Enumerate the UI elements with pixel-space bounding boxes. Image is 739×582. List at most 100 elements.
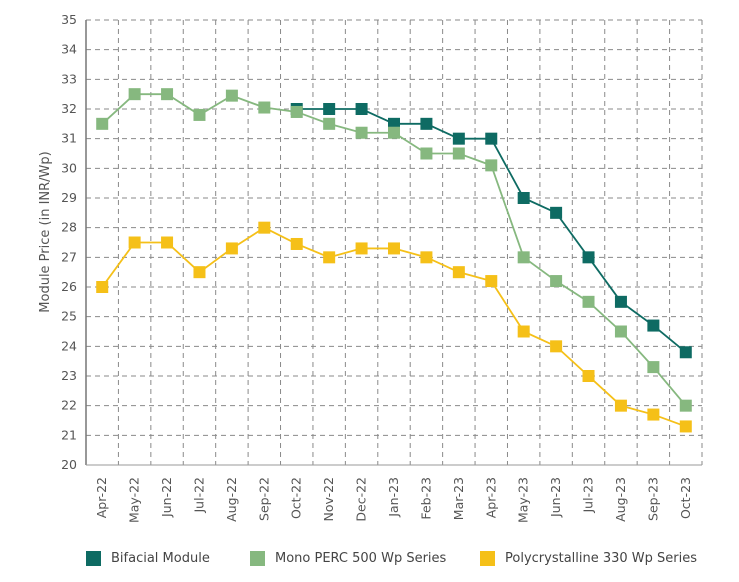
y-tick-label: 20 — [61, 457, 77, 472]
series-bifacial-module — [290, 103, 692, 359]
series-mono-perc-500-wp-series — [96, 88, 692, 412]
data-point-marker — [355, 103, 368, 115]
data-point-marker — [96, 117, 109, 130]
data-point-marker — [355, 126, 368, 139]
data-point-marker — [225, 242, 238, 255]
data-point-marker — [550, 340, 563, 353]
data-point-marker — [290, 105, 303, 118]
y-tick-label: 21 — [61, 427, 77, 442]
x-tick-label: Jun-22 — [159, 477, 174, 518]
data-point-marker — [485, 275, 498, 288]
y-tick-label: 26 — [61, 279, 77, 294]
x-tick-label: Aug-23 — [613, 477, 628, 522]
y-tick-label: 22 — [61, 398, 77, 413]
data-point-marker — [290, 237, 303, 250]
data-point-marker — [323, 117, 336, 130]
y-tick-label: 29 — [61, 190, 77, 205]
x-tick-label: Jul-22 — [191, 477, 206, 514]
data-point-marker — [550, 206, 563, 219]
y-tick-labels: 20 21 22 23 24 25 26 27 28 29 30 31 32 33 34 35 — [61, 12, 77, 472]
data-point-marker — [582, 251, 595, 264]
x-tick-label: Feb-23 — [418, 477, 433, 520]
data-point-marker — [614, 295, 627, 308]
x-tick-label: May-23 — [516, 477, 531, 523]
data-point-marker — [647, 319, 660, 332]
data-point-marker — [323, 103, 336, 115]
x-tick-label: Aug-22 — [224, 477, 239, 522]
data-point-marker — [193, 266, 206, 279]
x-tick-label: Apr-23 — [483, 477, 498, 518]
data-point-marker — [420, 147, 433, 160]
data-point-marker — [420, 251, 433, 264]
x-tick-label: Jul-23 — [581, 477, 596, 514]
y-tick-label: 28 — [61, 220, 77, 235]
y-tick-label: 34 — [61, 42, 77, 57]
x-tick-label: Dec-22 — [354, 477, 369, 522]
series-line — [296, 108, 687, 353]
legend-swatch — [480, 551, 495, 566]
x-tick-label: Mar-23 — [451, 477, 466, 520]
data-point-marker — [517, 251, 530, 264]
data-point-marker — [258, 221, 271, 234]
legend-label: Mono PERC 500 Wp Series — [275, 551, 447, 566]
legend-swatch — [86, 551, 101, 566]
data-point-marker — [128, 236, 141, 249]
x-tick-labels: Apr-22 May-22 Jun-22 Jul-22 Aug-22 Sep-22 Oct-… — [94, 477, 693, 523]
data-point-marker — [96, 281, 109, 293]
data-point-marker — [452, 266, 465, 279]
data-point-marker — [323, 251, 336, 264]
data-point-marker — [647, 408, 660, 421]
x-tick-label: Sep-23 — [645, 477, 660, 521]
data-point-marker — [679, 420, 692, 433]
x-tick-label: Nov-22 — [321, 477, 336, 521]
data-point-marker — [582, 370, 595, 382]
data-point-marker — [485, 159, 498, 172]
x-tick-label: Jun-23 — [548, 477, 563, 518]
legend-item-mono-perc: Mono PERC 500 Wp Series — [250, 551, 446, 566]
legend-swatch — [250, 551, 265, 566]
axes — [85, 20, 702, 466]
data-point-marker — [193, 108, 206, 121]
data-point-marker — [679, 346, 692, 359]
data-point-marker — [388, 242, 400, 255]
legend-label: Bifacial Module — [111, 551, 210, 566]
x-tick-label: Sep-22 — [256, 477, 271, 521]
x-tick-label: Apr-22 — [94, 477, 109, 518]
data-point-marker — [128, 88, 141, 101]
data-point-marker — [388, 126, 400, 139]
data-point-marker — [161, 236, 174, 249]
y-axis-label: Module Price (in INR/Wp) — [38, 151, 53, 312]
line-chart: 20 21 22 23 24 25 26 27 28 29 30 31 32 33 34 35 Apr-22 M… — [38, 12, 703, 523]
y-tick-label: 24 — [61, 338, 77, 353]
data-point-marker — [452, 147, 465, 160]
data-point-marker — [258, 101, 271, 114]
legend-label: Polycrystalline 330 Wp Series — [505, 551, 698, 566]
series-polycrystalline-330-wp-series — [96, 221, 692, 433]
y-tick-label: 35 — [61, 12, 77, 27]
legend-item-polycrystalline: Polycrystalline 330 Wp Series — [480, 551, 697, 566]
series-group — [96, 88, 692, 433]
data-point-marker — [517, 325, 530, 338]
y-tick-label: 27 — [61, 249, 77, 264]
data-point-marker — [679, 399, 692, 412]
data-point-marker — [614, 325, 627, 338]
legend-item-bifacial: Bifacial Module — [86, 551, 210, 566]
data-point-marker — [161, 88, 174, 101]
x-tick-label: Oct-22 — [289, 477, 304, 519]
data-point-marker — [485, 132, 498, 145]
y-tick-label: 33 — [61, 71, 77, 86]
y-tick-label: 23 — [61, 368, 77, 383]
data-point-marker — [614, 399, 627, 412]
data-point-marker — [517, 192, 530, 204]
data-point-marker — [355, 242, 368, 255]
y-tick-label: 25 — [61, 309, 77, 324]
data-point-marker — [452, 132, 465, 145]
x-tick-label: Jan-23 — [386, 477, 401, 518]
data-point-marker — [582, 295, 595, 308]
y-tick-label: 31 — [61, 131, 77, 146]
x-tick-label: Oct-23 — [678, 477, 693, 519]
data-point-marker — [225, 89, 238, 102]
data-point-marker — [647, 361, 660, 374]
y-tick-label: 32 — [61, 101, 77, 116]
legend: Bifacial Module Mono PERC 500 Wp Series … — [0, 551, 739, 571]
